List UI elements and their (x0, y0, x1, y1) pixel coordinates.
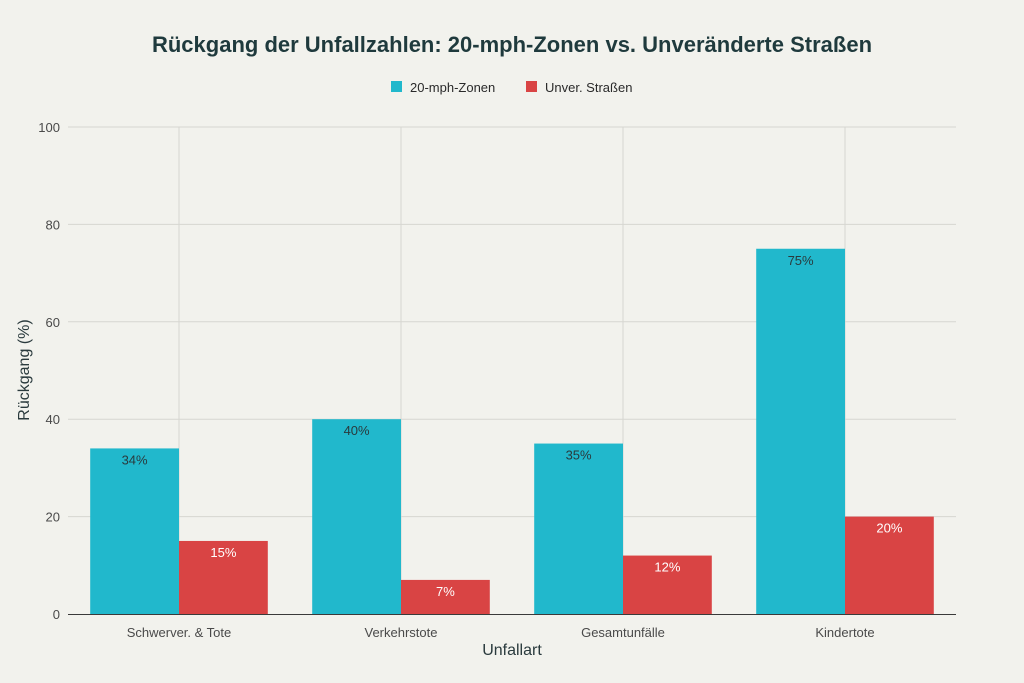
legend-label-20mph: 20-mph-Zonen (410, 80, 495, 95)
bar-unver (623, 555, 712, 614)
bar-20mph (756, 248, 845, 614)
x-axis-ticks: Schwerver. & Tote Verkehrstote Gesamtunfäl… (127, 625, 875, 640)
legend-label-unver: Unver. Straßen (545, 80, 632, 95)
bar-unver (401, 579, 490, 614)
bar-unver (845, 516, 934, 614)
y-tick-label: 20 (46, 510, 60, 525)
y-axis-ticks: 0 20 40 60 80 100 (38, 120, 60, 622)
bar-unver (179, 540, 268, 614)
y-tick-label: 40 (46, 412, 60, 427)
bar-value-label: 20% (876, 521, 902, 536)
x-tick-label: Schwerver. & Tote (127, 625, 232, 640)
bar-20mph (534, 443, 623, 614)
bar-20mph (90, 448, 179, 614)
x-axis-title: Unfallart (482, 642, 542, 659)
bar-labels: 34% 40% 35% 75% 15% 7% 12% 20% (122, 253, 903, 599)
y-tick-label: 80 (46, 217, 60, 232)
bar-value-label: 7% (436, 584, 455, 599)
bar-value-label: 40% (344, 423, 370, 438)
y-tick-label: 100 (38, 120, 60, 135)
y-axis-title: Rückgang (%) (16, 319, 33, 420)
chart-title: Rückgang der Unfallzahlen: 20-mph-Zonen … (152, 32, 872, 57)
y-tick-label: 60 (46, 315, 60, 330)
x-tick-label: Verkehrstote (365, 625, 438, 640)
bars (90, 248, 934, 614)
bar-value-label: 12% (654, 560, 680, 575)
bar-20mph (312, 419, 401, 614)
legend-swatch-20mph (391, 81, 402, 92)
bar-value-label: 35% (566, 448, 592, 463)
x-tick-label: Gesamtunfälle (581, 625, 665, 640)
y-tick-label: 0 (53, 607, 60, 622)
bar-value-label: 34% (122, 452, 148, 467)
bar-value-label: 75% (788, 253, 814, 268)
legend-swatch-unver (526, 81, 537, 92)
legend: 20-mph-Zonen Unver. Straßen (391, 80, 632, 95)
x-tick-label: Kindertote (815, 625, 874, 640)
bar-value-label: 15% (210, 545, 236, 560)
